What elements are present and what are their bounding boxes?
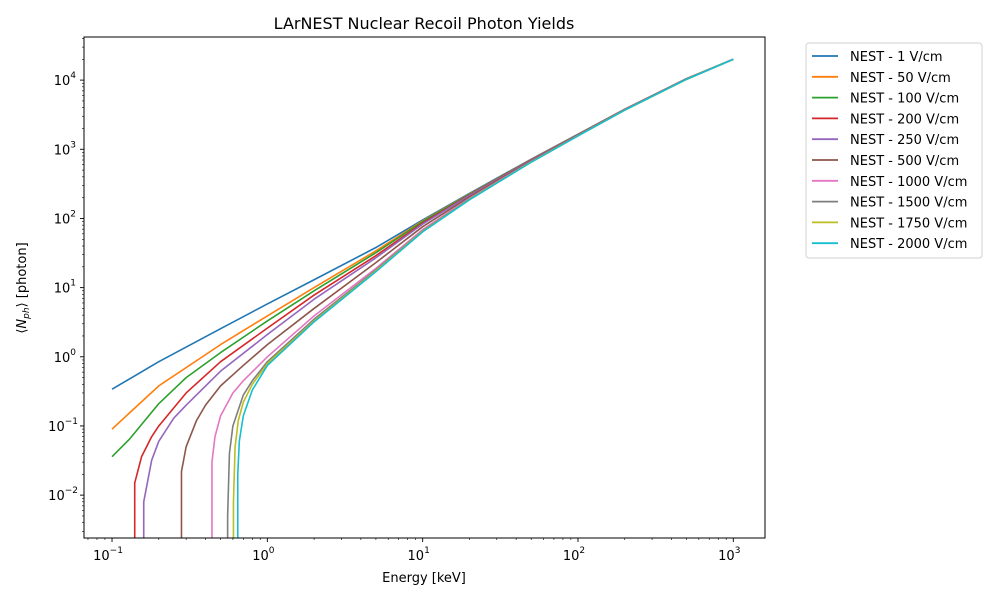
series-layer [111,58,734,538]
y-tick-label-3: 101 [54,279,76,297]
series-line-6 [211,58,734,538]
y-axis-ticks: 10−2 10−1 100 101 102 103 104 [48,38,84,532]
legend-label-2: NEST - 100 V/cm [850,92,959,107]
x-tick-label-1: 100 [252,546,275,564]
legend-label-6: NEST - 1000 V/cm [850,175,967,190]
series-line-1 [111,58,734,430]
y-tick-label-5: 103 [54,140,76,158]
y-tick-label-1: 10−1 [48,417,78,435]
x-tick-label-4: 103 [718,546,740,564]
x-tick-label-3: 102 [563,546,585,564]
y-tick-label-0: 10−2 [48,486,78,504]
legend-label-1: NEST - 50 V/cm [850,71,951,86]
series-line-3 [133,58,734,538]
y-tick-label-4: 102 [54,209,76,227]
series-line-9 [236,58,734,538]
series-line-5 [180,58,734,538]
y-tick-label-2: 100 [54,348,77,366]
x-axis-ticks: 10−1 100 101 102 103 [87,538,740,564]
chart-title: LArNEST Nuclear Recoil Photon Yields [274,14,575,33]
x-tick-label-0: 10−1 [93,546,123,564]
legend-label-7: NEST - 1500 V/cm [850,196,967,211]
legend-label-5: NEST - 500 V/cm [850,154,959,169]
y-tick-label-6: 104 [54,71,77,89]
legend-label-3: NEST - 200 V/cm [850,112,959,127]
legend-label-9: NEST - 2000 V/cm [850,237,967,252]
legend-label-4: NEST - 250 V/cm [850,133,959,148]
series-line-7 [226,58,734,538]
x-tick-label-2: 101 [408,546,430,564]
legend-box [805,42,983,259]
legend-label-8: NEST - 1750 V/cm [850,216,967,231]
legend: NEST - 1 V/cm NEST - 50 V/cm NEST - 100 V/… [805,42,983,259]
plot-frame [83,36,766,539]
x-axis-label: Energy [keV] [382,571,466,586]
series-line-4 [142,58,734,538]
series-line-2 [111,58,734,458]
legend-label-0: NEST - 1 V/cm [850,50,943,65]
y-axis-label: ⟨Nph⟩ [photon] [15,242,32,333]
